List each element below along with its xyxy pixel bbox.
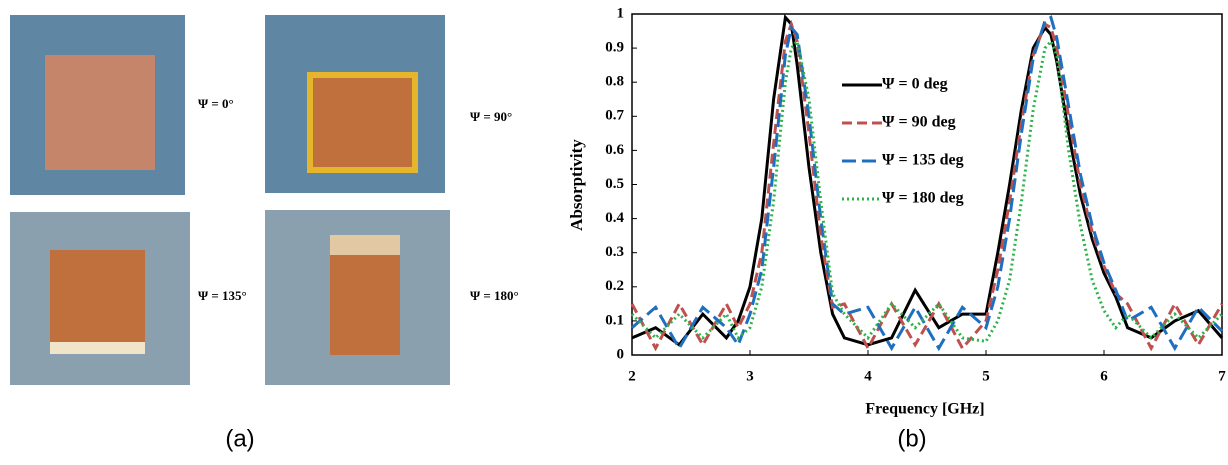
photo-label: Ψ = 180°	[470, 288, 519, 303]
caption: (a)	[225, 425, 254, 452]
photo-panel: Ψ = 0° Ψ = 90° Ψ = 135° Ψ = 180° (a)	[10, 15, 519, 452]
x-tick-label: 5	[982, 368, 990, 384]
y-tick-label: 1	[617, 5, 625, 21]
photo-label: Ψ = 90°	[470, 109, 512, 124]
y-tick-label: 0.2	[605, 278, 624, 294]
photo-label: Ψ = 0°	[198, 96, 234, 111]
sample	[330, 255, 400, 355]
sample	[50, 250, 145, 345]
y-tick-label: 0.5	[605, 176, 624, 192]
base	[50, 342, 145, 354]
x-tick-label: 3	[746, 368, 754, 384]
y-axis-label: Absorptivity	[567, 139, 586, 231]
caption: (b)	[897, 425, 926, 452]
plot-frame	[631, 13, 1223, 356]
y-tick-label: 0.6	[605, 142, 624, 158]
legend-label: Ψ = 135 deg	[882, 152, 964, 169]
y-tick-label: 0.9	[605, 40, 624, 56]
y-tick-label: 0.3	[605, 244, 624, 260]
x-axis-label: Frequency [GHz]	[865, 401, 984, 418]
x-tick-label: 7	[1218, 368, 1226, 384]
series-line	[631, 15, 1224, 352]
x-tick-label: 4	[864, 368, 872, 384]
top	[330, 235, 400, 255]
x-tick-label: 6	[1100, 368, 1108, 384]
sample	[45, 55, 155, 170]
legend-label: Ψ = 180 deg	[882, 190, 964, 207]
y-tick-label: 0.8	[605, 74, 624, 90]
series-line	[631, 13, 1224, 347]
y-tick-label: 0.4	[605, 210, 624, 226]
y-tick-label: 0	[617, 346, 625, 362]
y-tick-label: 0.1	[605, 312, 624, 328]
series-line	[630, 38, 1224, 344]
legend-label: Ψ = 90 deg	[882, 114, 956, 131]
x-tick-label: 2	[628, 368, 636, 384]
y-tick-label: 0.7	[605, 108, 624, 124]
legend-label: Ψ = 0 deg	[882, 76, 948, 93]
sample	[307, 72, 418, 173]
series-line	[630, 19, 1224, 352]
photo-label: Ψ = 135°	[198, 288, 247, 303]
